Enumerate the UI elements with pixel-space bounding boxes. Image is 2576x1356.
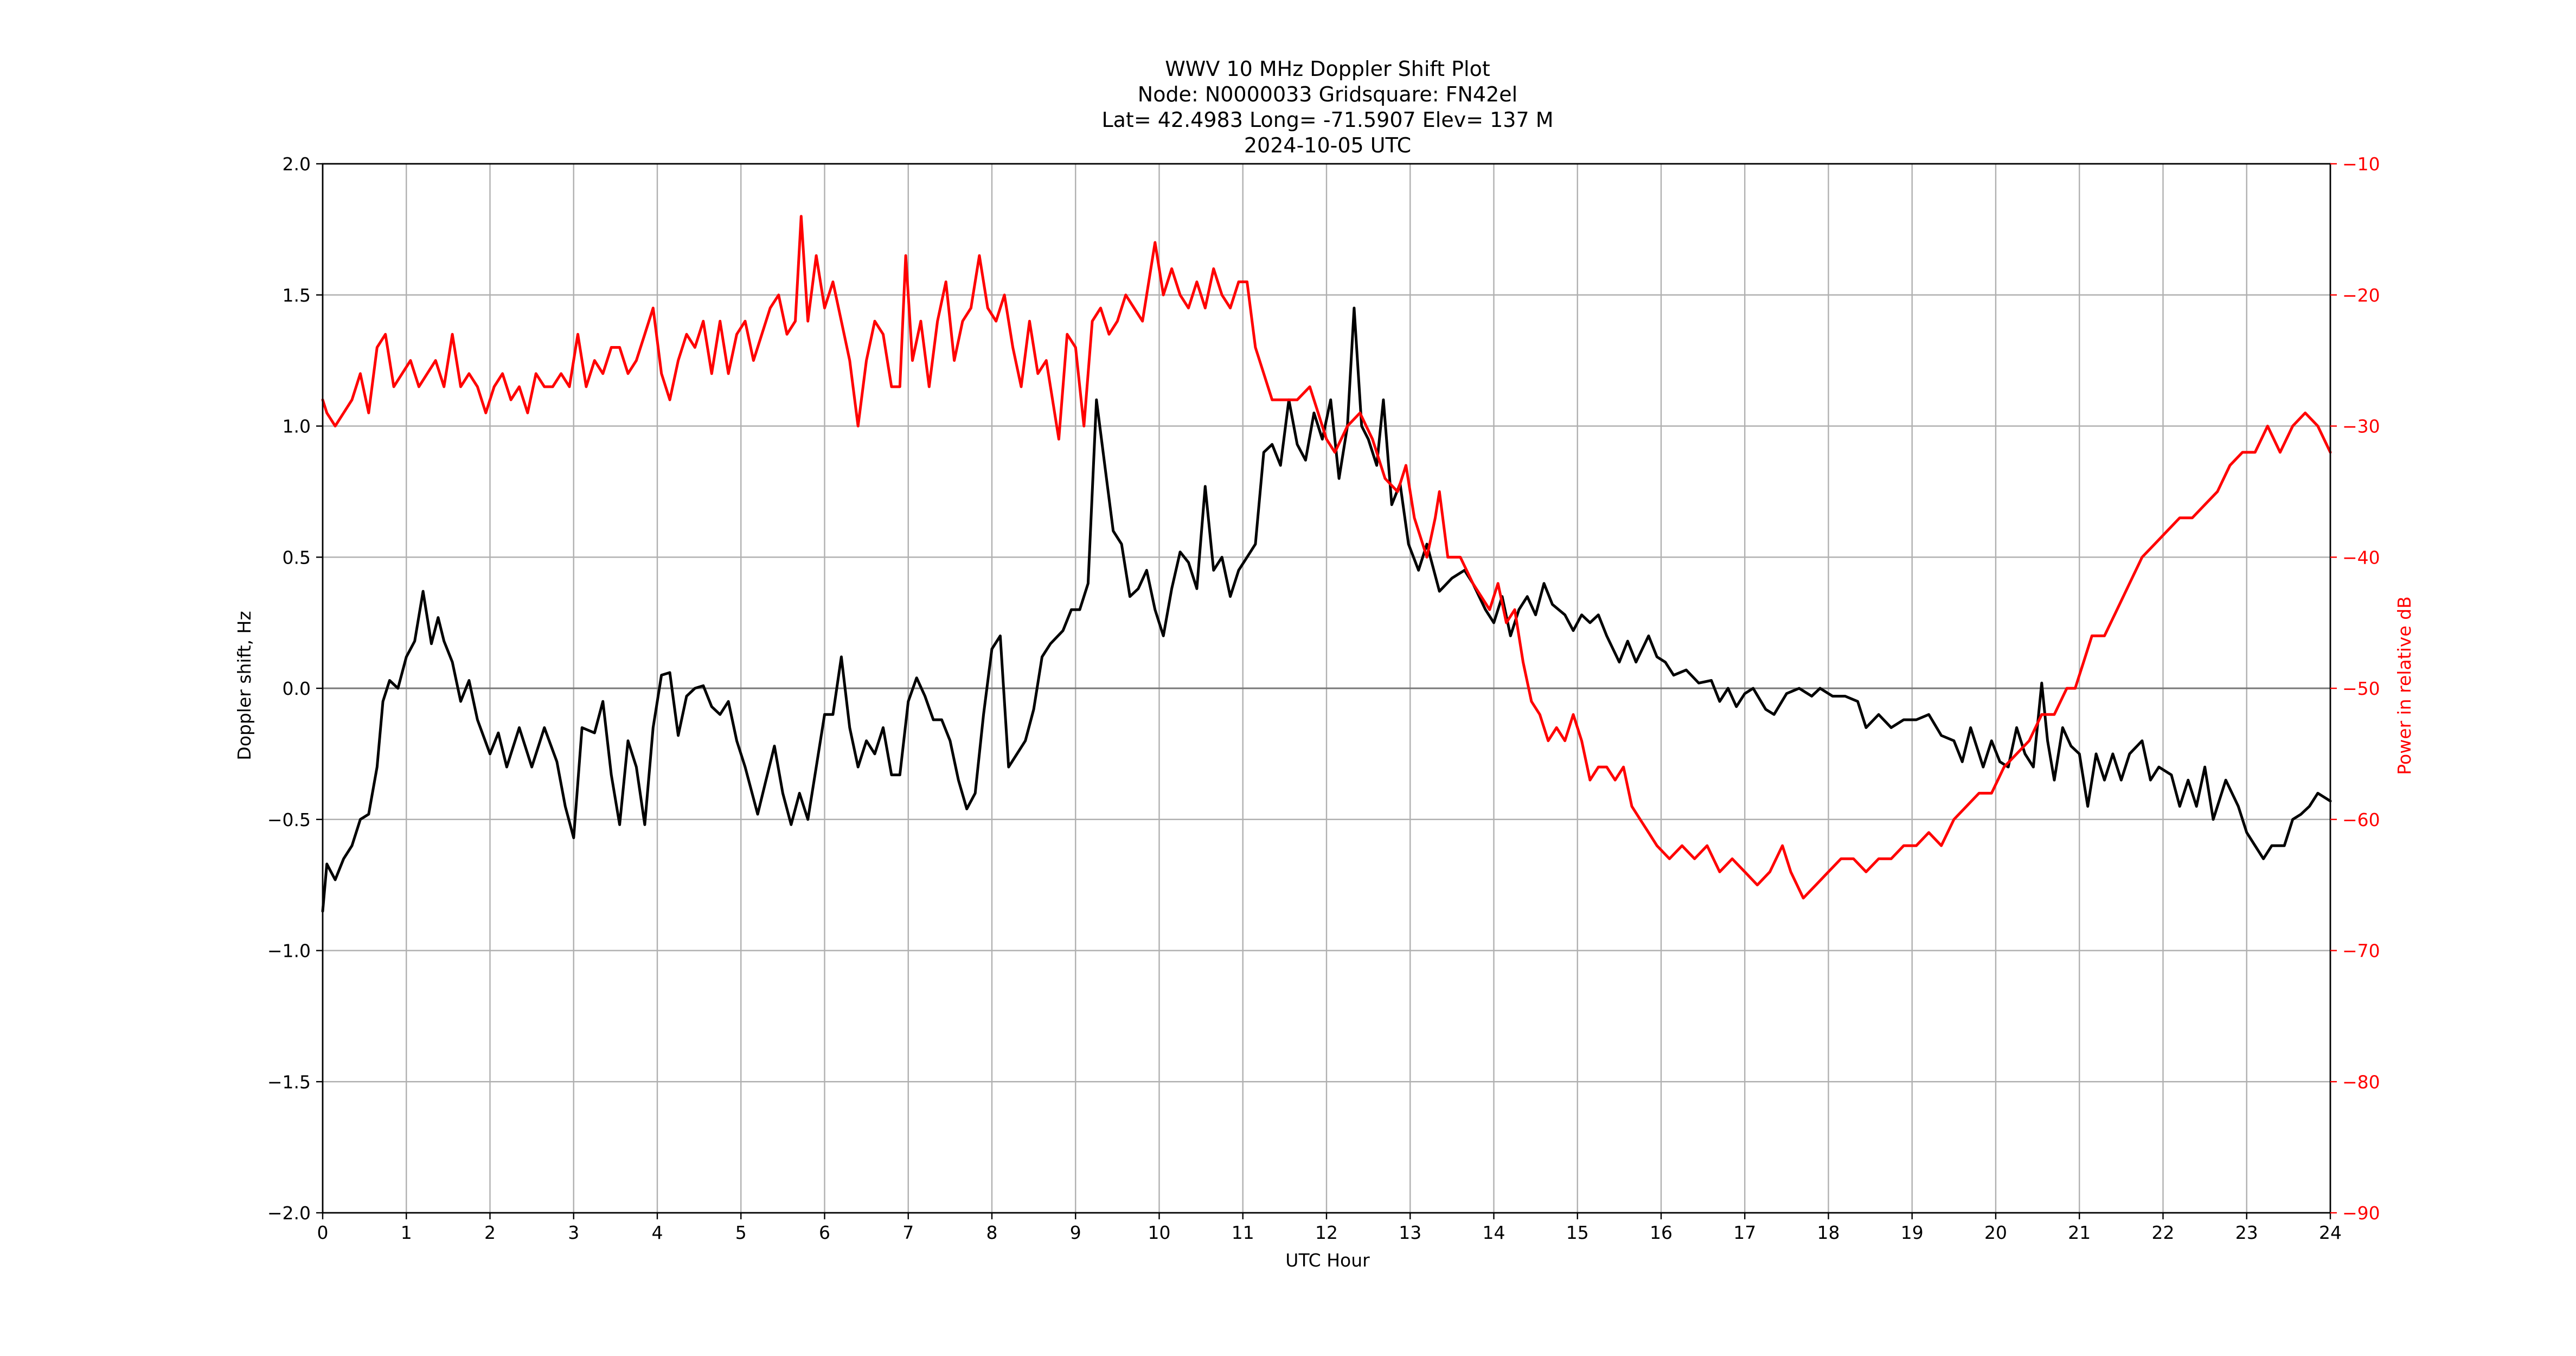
x-tick-label: 19 <box>1901 1222 1924 1243</box>
x-tick-label: 0 <box>317 1222 329 1243</box>
y-right-tick-label: −20 <box>2342 285 2380 306</box>
y-right-tick-label: −30 <box>2342 416 2380 437</box>
x-tick-label: 1 <box>401 1222 412 1243</box>
y-axis-left-label: Doppler shift, Hz <box>234 611 255 760</box>
y-left-tick-label: −1.0 <box>267 941 311 962</box>
y-left-tick-label: 0.5 <box>283 547 311 568</box>
x-tick-label: 5 <box>735 1222 747 1243</box>
y-right-tick-label: −60 <box>2342 809 2380 830</box>
chart-title: WWV 10 MHz Doppler Shift Plot Node: N000… <box>1101 57 1553 157</box>
x-tick-label: 24 <box>2319 1222 2342 1243</box>
title-line-3: Lat= 42.4983 Long= -71.5907 Elev= 137 M <box>1101 108 1553 132</box>
y-left-tick-label: 2.0 <box>283 153 311 175</box>
x-tick-label: 2 <box>484 1222 496 1243</box>
y-left-tick-label: −1.5 <box>267 1071 311 1092</box>
x-tick-label: 22 <box>2152 1222 2175 1243</box>
title-line-2: Node: N0000033 Gridsquare: FN42el <box>1138 82 1517 106</box>
x-tick-label: 8 <box>986 1222 998 1243</box>
x-tick-label: 11 <box>1232 1222 1254 1243</box>
x-tick-label: 18 <box>1817 1222 1840 1243</box>
y-right-tick-label: −80 <box>2342 1071 2380 1092</box>
grid <box>323 164 2330 1213</box>
x-tick-label: 23 <box>2235 1222 2258 1243</box>
y-left-tick-label: −2.0 <box>267 1203 311 1224</box>
x-tick-label: 10 <box>1148 1222 1171 1243</box>
x-tick-label: 7 <box>902 1222 914 1243</box>
plot-lines <box>321 215 2332 913</box>
title-line-4: 2024-10-05 UTC <box>1244 133 1411 157</box>
x-tick-label: 21 <box>2068 1222 2091 1243</box>
x-tick-label: 20 <box>1984 1222 2007 1243</box>
x-axis-label: UTC Hour <box>1285 1250 1370 1271</box>
y-right-tick-label: −50 <box>2342 678 2380 699</box>
y-right-tick-label: −70 <box>2342 941 2380 962</box>
x-tick-label: 14 <box>1483 1222 1505 1243</box>
x-tick-label: 16 <box>1650 1222 1673 1243</box>
x-tick-label: 15 <box>1566 1222 1589 1243</box>
axes: 0 1 2 3 4 5 6 7 8 9 10 11 12 13 14 15 16 17 18 19 20 21 22 23 24… <box>267 153 2380 1243</box>
y-left-tick-label: 1.5 <box>283 285 311 306</box>
x-tick-label: 4 <box>652 1222 663 1243</box>
x-tick-label: 13 <box>1399 1222 1421 1243</box>
y-right-tick-label: −90 <box>2342 1203 2380 1224</box>
title-line-1: WWV 10 MHz Doppler Shift Plot <box>1165 57 1490 81</box>
x-tick-label: 17 <box>1733 1222 1756 1243</box>
x-tick-label: 12 <box>1315 1222 1338 1243</box>
y-right-tick-label: −40 <box>2342 547 2380 568</box>
y-axis-right-label: Power in relative dB <box>2394 596 2415 775</box>
x-tick-label: 3 <box>568 1222 579 1243</box>
y-left-tick-label: 0.0 <box>283 678 311 699</box>
x-tick-label: 9 <box>1070 1222 1081 1243</box>
y-right-tick-label: −10 <box>2342 153 2380 175</box>
y-left-tick-label: −0.5 <box>267 809 311 830</box>
y-left-tick-label: 1.0 <box>283 416 311 437</box>
power-series-line <box>321 215 2332 900</box>
doppler-series-line <box>321 306 2332 913</box>
x-tick-label: 6 <box>819 1222 830 1243</box>
